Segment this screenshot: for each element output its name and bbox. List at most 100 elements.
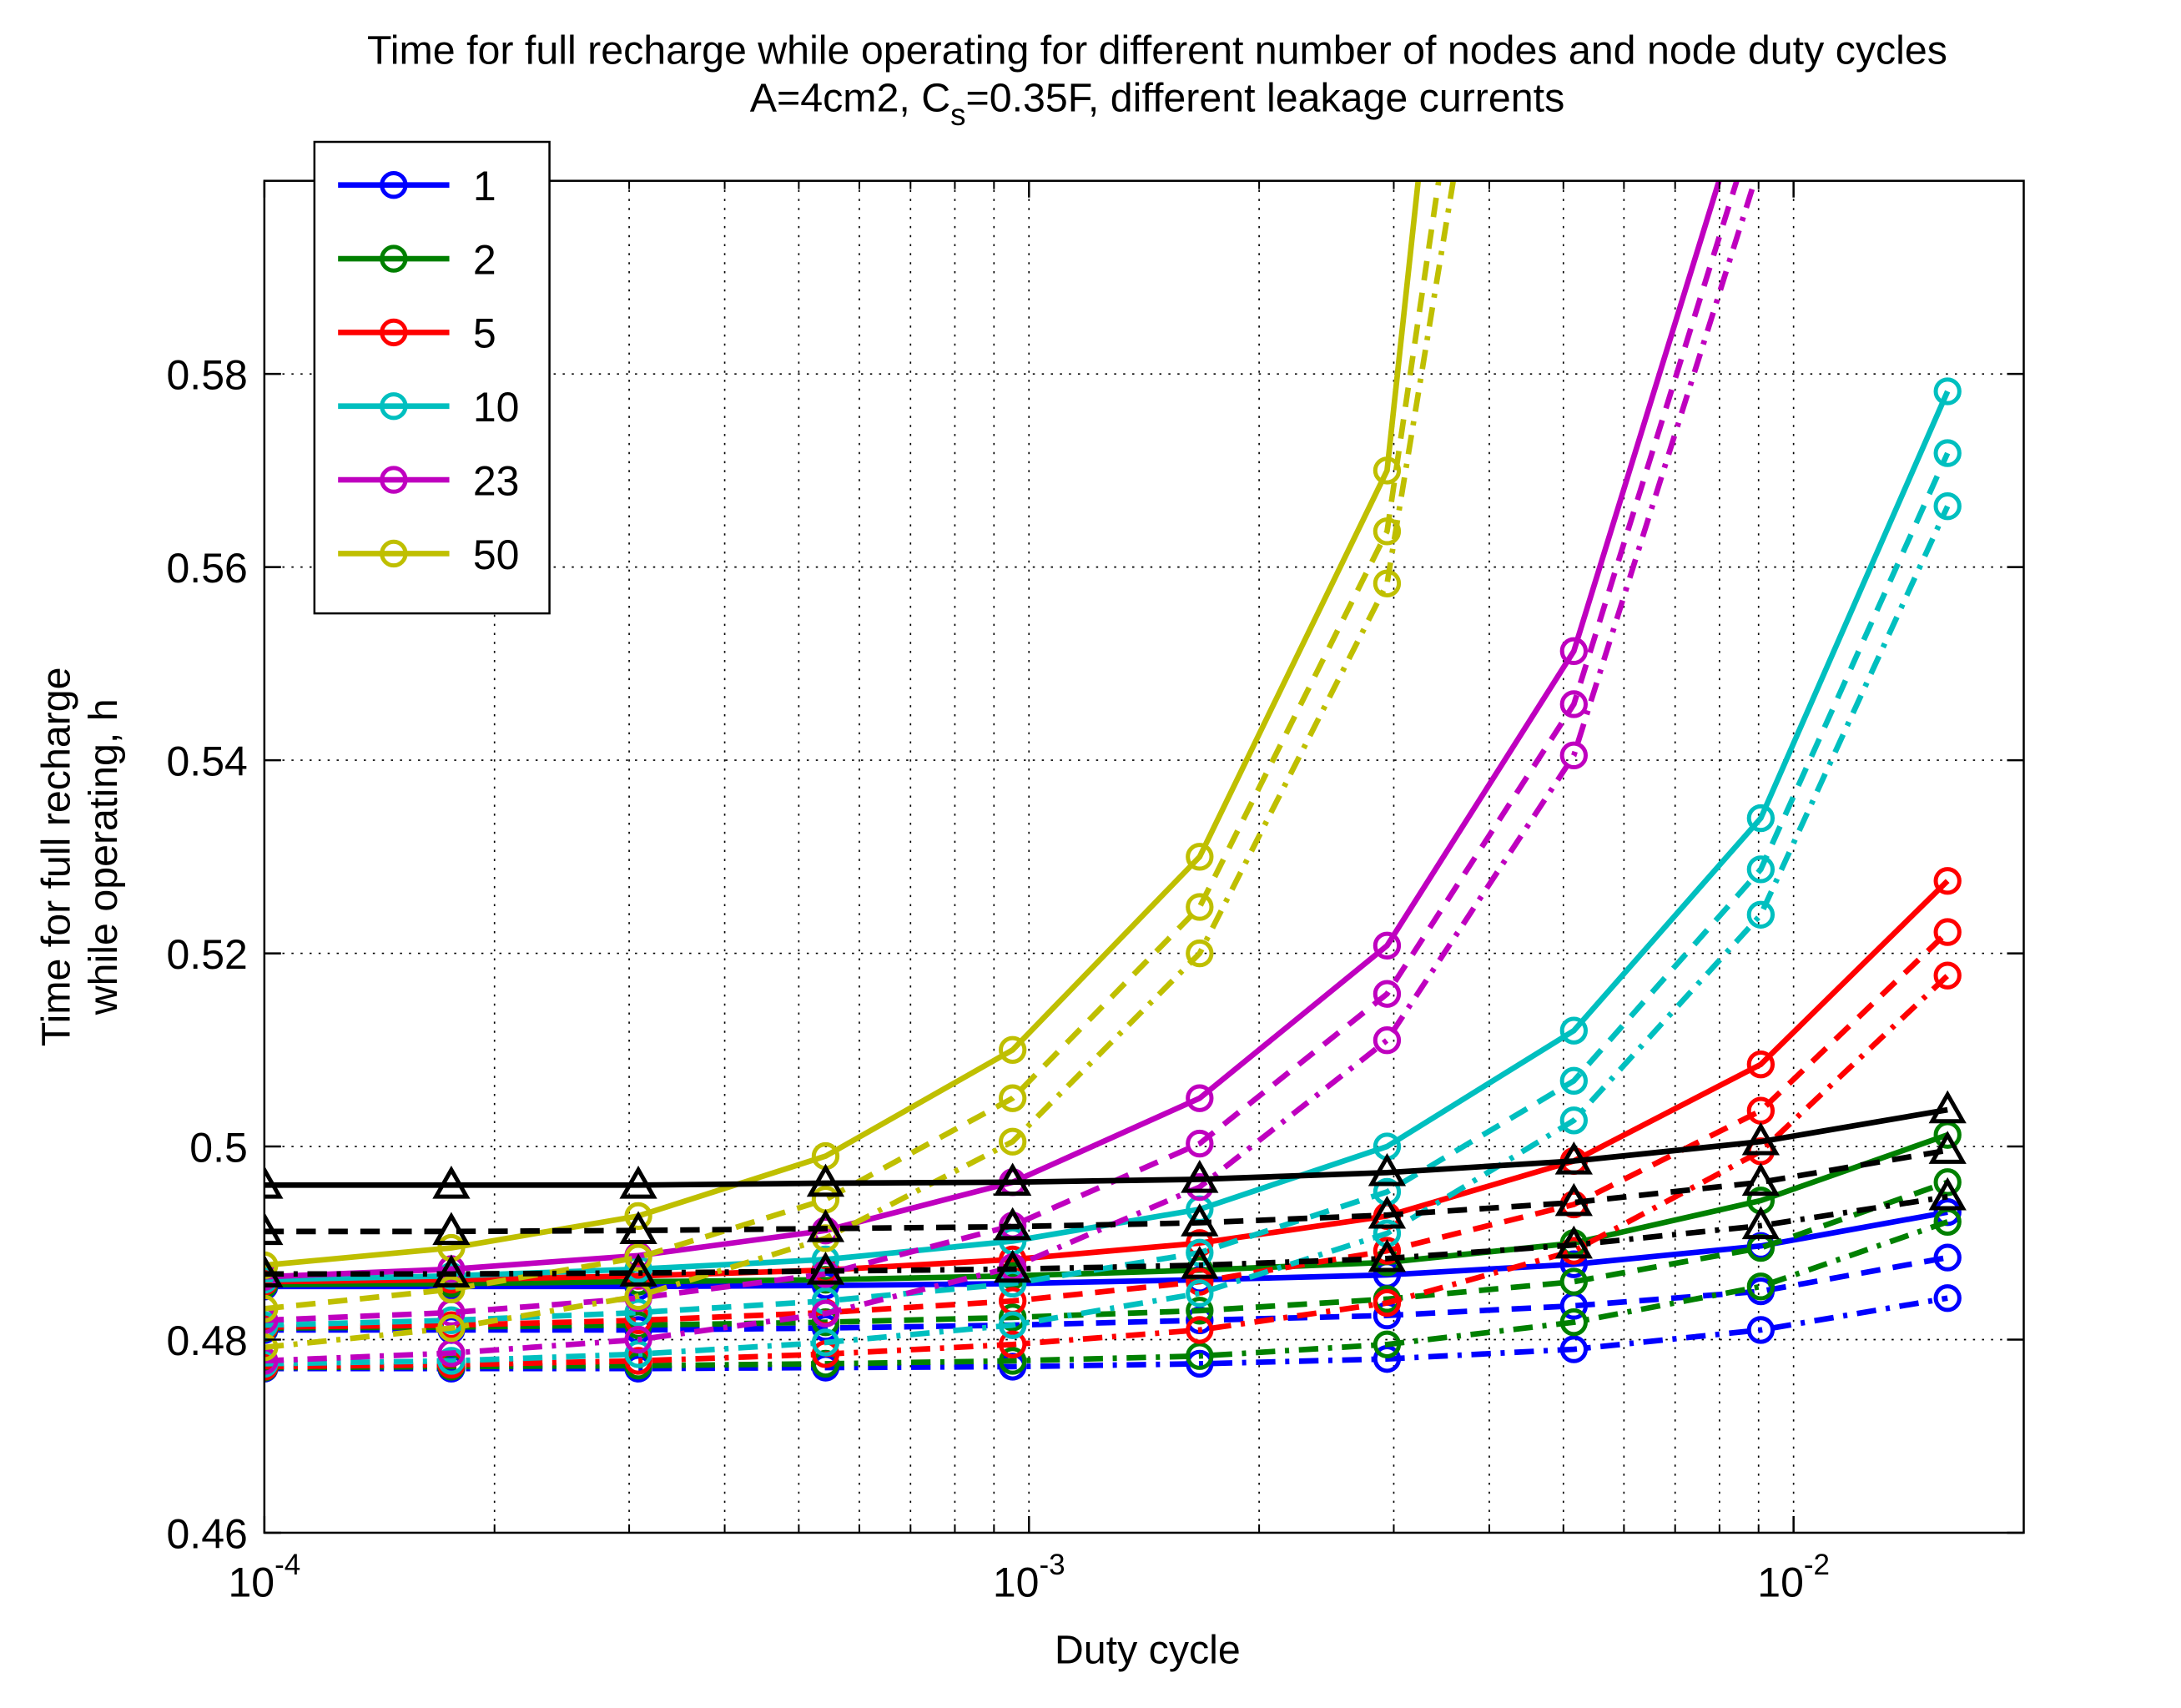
- circle-marker: [1933, 1168, 1962, 1197]
- circle-marker: [998, 1311, 1027, 1339]
- series-line: [264, 180, 1722, 1280]
- circle-marker: [1186, 1129, 1214, 1158]
- circle-marker: [1186, 843, 1214, 871]
- x-tick-base: 10: [993, 1559, 1040, 1606]
- triangle-marker: [1928, 1131, 1967, 1164]
- legend-label: 10: [473, 384, 520, 431]
- circle-marker: [437, 1275, 466, 1303]
- data-layer: [264, 180, 1967, 1383]
- triangle-marker: [1554, 1182, 1593, 1217]
- circle-marker: [1933, 1243, 1962, 1272]
- x-tick-base: 10: [1757, 1559, 1804, 1606]
- circle-marker: [1186, 1349, 1214, 1378]
- triangle-marker: [806, 1163, 845, 1197]
- circle-marker: [1933, 1284, 1962, 1312]
- x-tick-label: 10-2: [1757, 1549, 1830, 1606]
- triangle-marker: [994, 1162, 1032, 1197]
- circle-marker: [1559, 741, 1588, 769]
- series-line: [264, 1106, 1948, 1188]
- circle-marker: [1559, 1106, 1588, 1135]
- series-line: [264, 973, 1950, 1370]
- circle-marker: [1559, 637, 1588, 665]
- series-line: [264, 1179, 1949, 1331]
- circle-marker: [1186, 1297, 1214, 1325]
- circle-marker: [1559, 1335, 1588, 1363]
- circle-marker: [624, 1202, 652, 1231]
- triangle-marker: [432, 1212, 471, 1246]
- circle-marker: [1373, 980, 1402, 1008]
- triangle-marker: [1741, 1162, 1781, 1197]
- circle-marker: [1373, 1330, 1402, 1358]
- circle-marker: [380, 244, 408, 273]
- circle-marker: [264, 1306, 279, 1335]
- circle-marker: [380, 171, 408, 199]
- circle-marker: [1186, 1342, 1214, 1370]
- series-line: [264, 930, 1950, 1330]
- circle-marker: [264, 1251, 279, 1280]
- x-tick-exponent: -4: [275, 1549, 300, 1581]
- y-tick-label: 0.58: [167, 352, 248, 399]
- triangle-marker: [264, 1165, 284, 1199]
- circle-marker: [1373, 1288, 1402, 1318]
- triangle-marker: [1368, 1152, 1407, 1187]
- circle-marker: [1933, 439, 1962, 467]
- triangle-marker: [432, 1165, 471, 1199]
- circle-marker: [437, 1313, 466, 1343]
- circle-marker: [1186, 1279, 1214, 1307]
- circle-marker: [998, 1303, 1027, 1332]
- legend-label: 2: [473, 236, 496, 283]
- circle-marker: [1559, 1307, 1588, 1337]
- circle-marker: [1746, 804, 1776, 833]
- x-axis-label: Duty cycle: [1055, 1628, 1241, 1673]
- x-tick-exponent: -2: [1804, 1549, 1830, 1581]
- circle-marker: [624, 1325, 652, 1354]
- y-tick-label: 0.52: [167, 931, 248, 978]
- triangle-marker: [264, 1254, 284, 1288]
- series-line: [264, 1209, 1948, 1290]
- x-tick-base: 10: [228, 1559, 275, 1606]
- circle-marker: [1186, 1316, 1214, 1344]
- triangle-marker: [1554, 1225, 1593, 1259]
- triangle-marker: [994, 1207, 1032, 1241]
- series-line: [264, 1131, 1949, 1287]
- triangle-marker: [264, 1212, 284, 1246]
- circle-marker: [1373, 931, 1402, 960]
- subtitle-part: =0.35F, different leakage currents: [965, 75, 1564, 120]
- circle-marker: [624, 1298, 652, 1327]
- circle-marker: [264, 1347, 279, 1375]
- triangle-marker: [994, 1249, 1032, 1283]
- circle-marker: [1933, 377, 1962, 406]
- circle-marker: [1933, 492, 1962, 521]
- circle-marker: [1933, 918, 1962, 946]
- circle-marker: [1373, 1026, 1402, 1055]
- circle-marker: [1373, 517, 1402, 546]
- subtitle-subscript: s: [950, 98, 965, 132]
- circle-marker: [1559, 690, 1588, 718]
- triangle-marker: [1741, 1206, 1781, 1240]
- chart-subtitle: A=4cm2, Cs=0.35F, different leakage curr…: [750, 75, 1565, 132]
- circle-marker: [1559, 1016, 1588, 1045]
- circle-marker: [1559, 1267, 1588, 1296]
- circle-marker: [1186, 939, 1214, 968]
- circle-marker: [998, 1127, 1027, 1156]
- circle-marker: [1746, 855, 1776, 884]
- circle-marker: [437, 1306, 466, 1335]
- series-line: [264, 451, 1951, 1328]
- y-axis-label-line: Time for full recharge: [33, 667, 78, 1046]
- y-axis-label: Time for full rechargewhile operating, h: [33, 667, 126, 1046]
- triangle-marker: [619, 1211, 657, 1244]
- series-line: [264, 1147, 1948, 1235]
- circle-marker: [811, 1299, 840, 1328]
- axes-frame: [263, 179, 2025, 1534]
- circle-marker: [380, 539, 408, 568]
- circle-marker: [1186, 1084, 1214, 1112]
- circle-marker: [380, 466, 408, 494]
- y-tick-label: 0.5: [189, 1124, 248, 1171]
- circle-marker: [380, 392, 408, 421]
- circle-marker: [1373, 569, 1402, 597]
- circle-marker: [1186, 893, 1214, 921]
- series-line: [264, 180, 1457, 1351]
- triangle-marker: [1928, 1090, 1967, 1124]
